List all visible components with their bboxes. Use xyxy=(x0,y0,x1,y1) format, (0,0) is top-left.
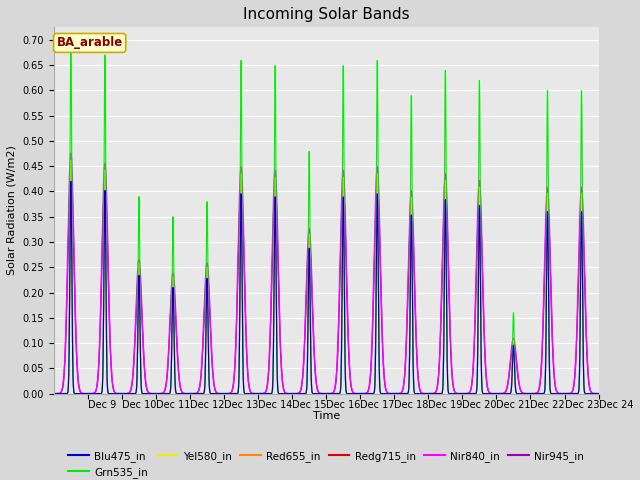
Nir945_in xyxy=(50,391,58,396)
Grn535_in xyxy=(502,391,510,396)
Red655_in xyxy=(595,391,602,396)
Nir840_in xyxy=(50,391,58,396)
Red655_in xyxy=(50,391,58,396)
Grn535_in xyxy=(476,85,483,91)
Red655_in xyxy=(516,391,524,396)
Blu475_in xyxy=(163,391,171,396)
Nir840_in xyxy=(595,391,602,396)
Redg715_in xyxy=(516,391,524,396)
Yel580_in xyxy=(502,391,510,396)
Yel580_in xyxy=(376,379,383,385)
Grn535_in xyxy=(376,373,383,379)
Blu475_in xyxy=(476,207,483,213)
Y-axis label: Solar Radiation (W/m2): Solar Radiation (W/m2) xyxy=(7,145,17,276)
Grn535_in xyxy=(163,391,171,396)
Nir945_in xyxy=(516,387,524,393)
Nir945_in xyxy=(376,235,383,241)
Red655_in xyxy=(376,379,383,385)
Grn535_in xyxy=(346,391,354,396)
Nir840_in xyxy=(376,220,383,226)
Nir840_in xyxy=(67,150,75,156)
Nir945_in xyxy=(476,197,483,203)
Blu475_in xyxy=(595,391,602,396)
Line: Grn535_in: Grn535_in xyxy=(54,40,598,394)
Yel580_in xyxy=(476,189,483,195)
Yel580_in xyxy=(163,391,171,396)
Blu475_in xyxy=(50,391,58,396)
Blu475_in xyxy=(502,391,510,396)
Redg715_in xyxy=(163,391,171,396)
Grn535_in xyxy=(595,391,602,396)
Title: Incoming Solar Bands: Incoming Solar Bands xyxy=(243,7,410,22)
Nir945_in xyxy=(502,387,510,393)
Grn535_in xyxy=(67,37,75,43)
Nir840_in xyxy=(476,178,483,184)
Nir840_in xyxy=(346,376,354,382)
Yel580_in xyxy=(595,391,602,396)
Line: Redg715_in: Redg715_in xyxy=(54,160,598,394)
Redg715_in xyxy=(50,391,58,396)
Blu475_in xyxy=(346,391,354,396)
Line: Red655_in: Red655_in xyxy=(54,164,598,394)
Yel580_in xyxy=(516,391,524,396)
Nir945_in xyxy=(595,391,602,396)
Grn535_in xyxy=(50,391,58,396)
Redg715_in xyxy=(376,379,383,385)
Blu475_in xyxy=(67,179,75,184)
Red655_in xyxy=(476,192,483,198)
Blu475_in xyxy=(516,391,524,396)
Red655_in xyxy=(346,391,354,396)
Line: Nir945_in: Nir945_in xyxy=(54,174,598,394)
Red655_in xyxy=(163,391,171,396)
Line: Nir840_in: Nir840_in xyxy=(54,153,598,394)
Nir840_in xyxy=(516,386,524,392)
Redg715_in xyxy=(346,391,354,396)
Grn535_in xyxy=(516,391,524,396)
Nir945_in xyxy=(163,376,171,382)
Nir945_in xyxy=(346,377,354,383)
Red655_in xyxy=(502,391,510,396)
Redg715_in xyxy=(476,189,483,195)
Text: BA_arable: BA_arable xyxy=(56,36,123,49)
Blu475_in xyxy=(376,380,383,386)
Line: Yel580_in: Yel580_in xyxy=(54,160,598,394)
Nir945_in xyxy=(67,171,75,177)
Line: Blu475_in: Blu475_in xyxy=(54,181,598,394)
X-axis label: Time: Time xyxy=(312,411,340,421)
Yel580_in xyxy=(50,391,58,396)
Redg715_in xyxy=(502,391,510,396)
Yel580_in xyxy=(67,157,75,163)
Redg715_in xyxy=(67,157,75,163)
Red655_in xyxy=(67,161,75,167)
Legend: Blu475_in, Grn535_in, Yel580_in, Red655_in, Redg715_in, Nir840_in, Nir945_in: Blu475_in, Grn535_in, Yel580_in, Red655_… xyxy=(64,446,588,480)
Nir840_in xyxy=(502,387,510,393)
Nir840_in xyxy=(163,374,171,380)
Yel580_in xyxy=(346,391,354,396)
Redg715_in xyxy=(595,391,602,396)
